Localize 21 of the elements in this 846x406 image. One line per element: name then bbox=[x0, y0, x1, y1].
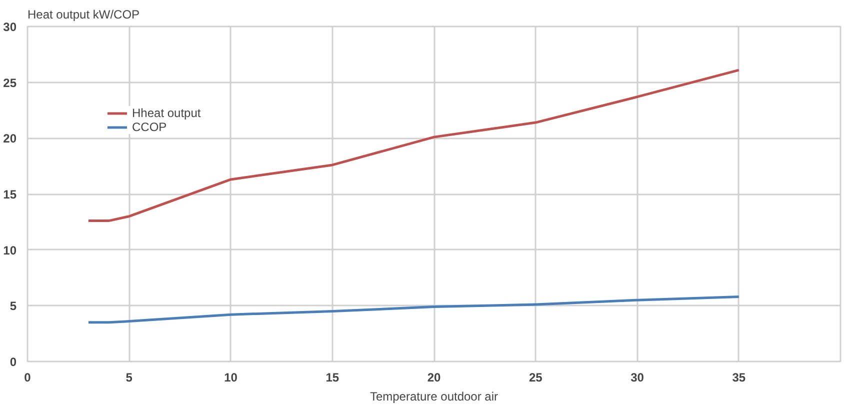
y-tick-label: 20 bbox=[3, 132, 17, 146]
legend-label: Hheat output bbox=[132, 106, 201, 120]
y-tick-label: 10 bbox=[3, 243, 17, 258]
x-tick-label: 30 bbox=[630, 370, 644, 384]
line-series bbox=[87, 68, 740, 222]
x-tick-label: 15 bbox=[326, 370, 340, 384]
y-tick-label: 5 bbox=[10, 299, 17, 314]
x-tick-label: 25 bbox=[528, 370, 543, 384]
y-tick-label: 0 bbox=[10, 355, 17, 369]
x-axis-title: Temperature outdoor air bbox=[370, 390, 498, 404]
x-tick-label: 5 bbox=[126, 370, 133, 384]
x-tick-label: 10 bbox=[224, 370, 238, 384]
x-tick-label: 35 bbox=[732, 370, 746, 384]
x-tick-label: 0 bbox=[24, 370, 32, 384]
y-tick-label: 30 bbox=[3, 20, 17, 34]
legend-label: CCOP bbox=[132, 120, 167, 134]
y-axis-title: Heat output kW/COP bbox=[28, 8, 140, 22]
line-series bbox=[87, 295, 740, 324]
y-tick-label: 15 bbox=[3, 188, 17, 202]
y-tick-label: 25 bbox=[3, 76, 17, 90]
x-tick-label: 20 bbox=[427, 370, 441, 384]
